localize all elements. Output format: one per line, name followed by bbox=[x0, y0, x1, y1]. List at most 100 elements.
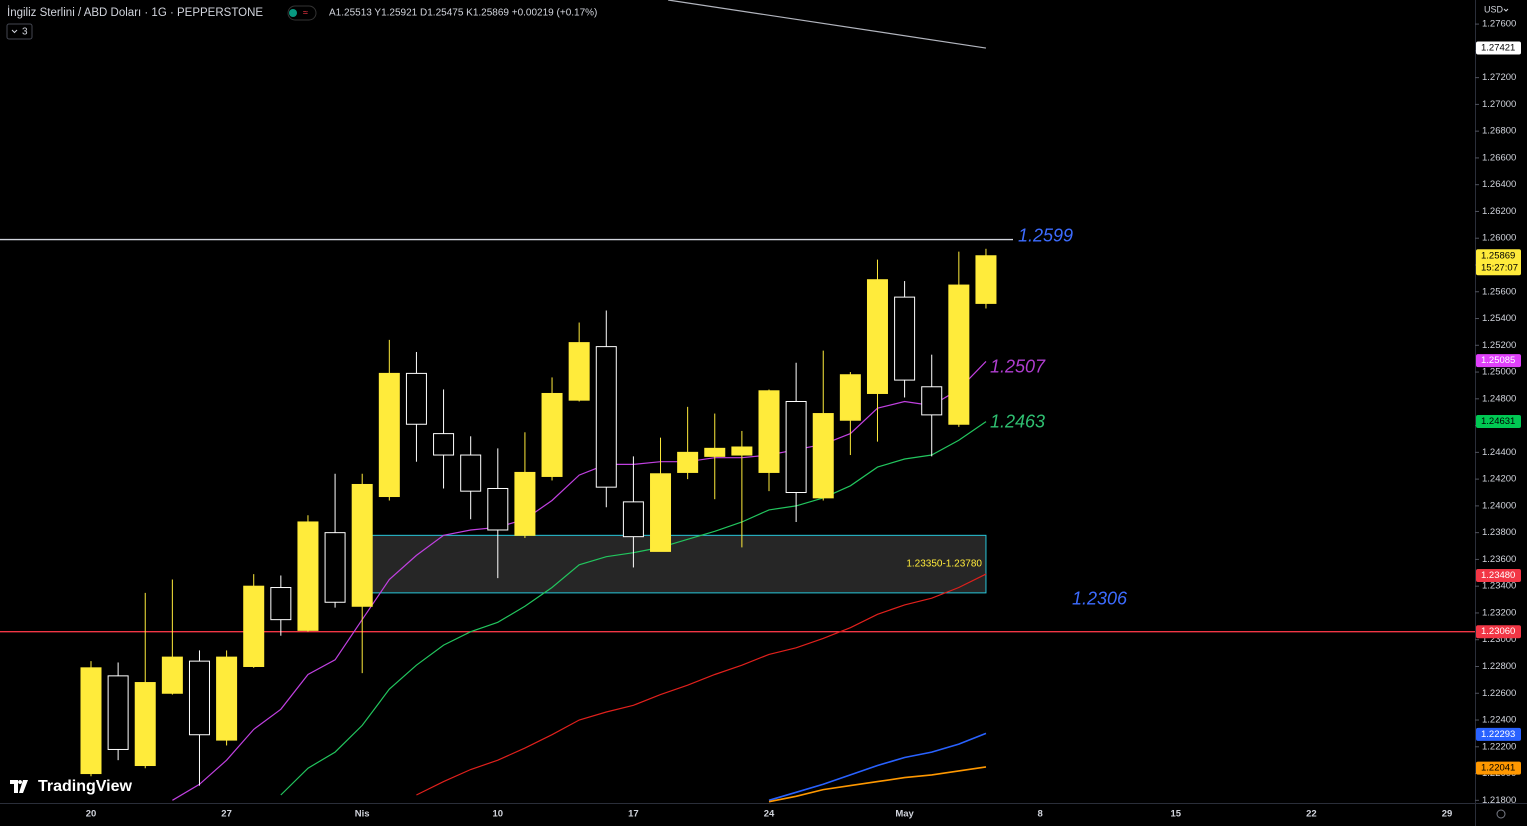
moving-average bbox=[768, 766, 987, 803]
price-badge-label: 1.24631 bbox=[1481, 416, 1515, 427]
y-tick-label: 1.25000 bbox=[1482, 367, 1516, 378]
price-annotation: 1.2599 bbox=[1018, 225, 1073, 245]
candle-body bbox=[894, 296, 916, 381]
logo: TradingView bbox=[10, 778, 133, 795]
price-annotation: 1.2507 bbox=[990, 356, 1046, 376]
price-badge-label: 1.22293 bbox=[1481, 729, 1515, 740]
y-tick-label: 1.25600 bbox=[1482, 286, 1516, 297]
candle-body bbox=[514, 471, 536, 536]
price-badge bbox=[1476, 761, 1521, 775]
indicator-toggle[interactable] bbox=[6, 23, 33, 40]
candle-body bbox=[324, 532, 346, 603]
currency-selector[interactable]: USD bbox=[1484, 4, 1504, 14]
candle-body bbox=[541, 392, 563, 477]
price-badge-label: 1.25085 bbox=[1481, 355, 1515, 366]
x-tick-label: May bbox=[895, 809, 914, 820]
y-tick-label: 1.23400 bbox=[1482, 581, 1516, 592]
candle-body bbox=[297, 521, 319, 631]
candle-body bbox=[731, 446, 753, 456]
y-tick-label: 1.24800 bbox=[1482, 393, 1516, 404]
y-tick-label: 1.23000 bbox=[1482, 634, 1516, 645]
price-badge-label: 1.23060 bbox=[1481, 626, 1515, 637]
price-badge bbox=[1476, 625, 1521, 639]
status-dot bbox=[289, 9, 297, 17]
y-tick-label: 1.22800 bbox=[1482, 661, 1516, 672]
candle-body bbox=[704, 447, 726, 457]
y-tick-label: 1.25200 bbox=[1482, 340, 1516, 351]
candle-body bbox=[785, 401, 807, 494]
price-badge bbox=[1476, 414, 1521, 428]
x-tick-label: 17 bbox=[628, 809, 639, 820]
x-tick-label: 15 bbox=[1171, 809, 1182, 820]
candle-body bbox=[107, 675, 129, 750]
indicator-count: 3 bbox=[22, 27, 28, 38]
chevron bbox=[11, 29, 18, 34]
price-badge-label: 1.23480 bbox=[1481, 570, 1515, 581]
x-tick-label: 24 bbox=[764, 809, 775, 820]
zone-label: 1.23350-1.23780 bbox=[906, 559, 982, 570]
y-tick-label: 1.23800 bbox=[1482, 527, 1516, 538]
price-badge bbox=[1476, 568, 1521, 582]
x-tick-label: 10 bbox=[493, 809, 504, 820]
candle-body bbox=[595, 346, 617, 488]
zone-box bbox=[361, 534, 987, 594]
plot-area bbox=[0, 0, 1475, 803]
candle-body bbox=[460, 454, 482, 492]
y-tick-label: 1.23200 bbox=[1482, 607, 1516, 618]
moving-average bbox=[768, 732, 987, 802]
ohlc-legend: A1.25513 Y1.25921 D1.25475 K1.25869 +0.0… bbox=[329, 8, 597, 19]
price-badge-time: 15:27:07 bbox=[1481, 262, 1518, 273]
status-pill bbox=[287, 5, 317, 21]
y-tick-label: 1.21800 bbox=[1482, 795, 1516, 806]
x-tick-label: Nis bbox=[355, 809, 370, 820]
y-tick-label: 1.26200 bbox=[1482, 206, 1516, 217]
y-tick-label: 1.26000 bbox=[1482, 233, 1516, 244]
y-tick-label: 1.22200 bbox=[1482, 741, 1516, 752]
y-tick-label: 1.26400 bbox=[1482, 179, 1516, 190]
price-badge bbox=[1476, 727, 1521, 741]
candle-body bbox=[405, 372, 427, 425]
candle-body bbox=[270, 587, 292, 621]
candle-body bbox=[839, 374, 861, 421]
candle-body bbox=[351, 483, 373, 607]
candle-body bbox=[812, 413, 834, 499]
status-icon: ≈ bbox=[303, 7, 308, 17]
candle-body bbox=[622, 501, 644, 538]
candle-body bbox=[921, 386, 943, 416]
y-tick-label: 1.26600 bbox=[1482, 152, 1516, 163]
x-tick-label: 22 bbox=[1306, 809, 1317, 820]
y-tick-label: 1.22600 bbox=[1482, 688, 1516, 699]
candle-body bbox=[134, 682, 156, 767]
candle-body bbox=[975, 255, 997, 304]
chevron bbox=[1503, 8, 1509, 12]
y-tick-label: 1.26800 bbox=[1482, 126, 1516, 137]
y-tick-label: 1.27000 bbox=[1482, 99, 1516, 110]
candle-body bbox=[188, 660, 210, 736]
candle-body bbox=[677, 451, 699, 473]
logo-mark bbox=[10, 780, 28, 793]
moving-average bbox=[416, 573, 987, 796]
price-badge bbox=[1476, 249, 1521, 276]
y-tick-label: 1.27200 bbox=[1482, 72, 1516, 83]
candle-body bbox=[948, 284, 970, 425]
x-tick-label: 20 bbox=[86, 809, 97, 820]
y-tick-label: 1.22400 bbox=[1482, 715, 1516, 726]
candle-body bbox=[433, 433, 455, 456]
symbol-title[interactable]: İngiliz Sterlini / ABD Doları · 1G · PEP… bbox=[7, 6, 263, 19]
y-tick-label: 1.24200 bbox=[1482, 474, 1516, 485]
candle-body bbox=[243, 585, 265, 667]
candle-body bbox=[866, 279, 888, 394]
price-badge bbox=[1476, 41, 1521, 55]
y-tick-label: 1.24000 bbox=[1482, 500, 1516, 511]
price-annotation: 1.2463 bbox=[990, 411, 1045, 431]
price-annotation: 1.2306 bbox=[1072, 588, 1128, 608]
y-tick-label: 1.23600 bbox=[1482, 554, 1516, 565]
candle-body bbox=[568, 342, 590, 401]
settings-icon[interactable] bbox=[1496, 809, 1506, 819]
price-badge-label: 1.22041 bbox=[1481, 763, 1515, 774]
x-tick-label: 8 bbox=[1038, 809, 1043, 820]
y-tick-label: 1.27600 bbox=[1482, 19, 1516, 30]
candle-body bbox=[378, 372, 400, 498]
trend-line bbox=[668, 0, 987, 49]
